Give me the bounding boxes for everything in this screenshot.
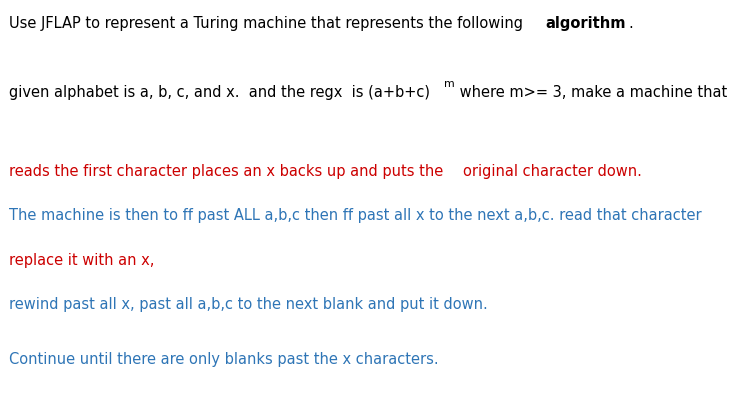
Text: given alphabet is a, b, c, and x.  and the regx  is (a+b+c): given alphabet is a, b, c, and x. and th… [9,85,430,100]
Text: rewind past all x, past all a,b,c to the next blank and put it down.: rewind past all x, past all a,b,c to the… [9,297,488,312]
Text: reads the first character places an x backs up and puts the: reads the first character places an x ba… [9,164,448,179]
Text: Continue until there are only blanks past the x characters.: Continue until there are only blanks pas… [9,351,438,366]
Text: replace it with an x,: replace it with an x, [9,252,154,267]
Text: original character down.: original character down. [463,164,642,179]
Text: Use JFLAP to represent a Turing machine that represents the following: Use JFLAP to represent a Turing machine … [9,16,528,31]
Text: The machine is then to ff past ALL a,b,c then ff past all x to the next a,b,c. r: The machine is then to ff past ALL a,b,c… [9,208,701,223]
Text: where m>= 3, make a machine that: where m>= 3, make a machine that [455,85,728,100]
Text: algorithm: algorithm [545,16,626,31]
Text: m: m [444,79,455,89]
Text: .: . [629,16,633,31]
